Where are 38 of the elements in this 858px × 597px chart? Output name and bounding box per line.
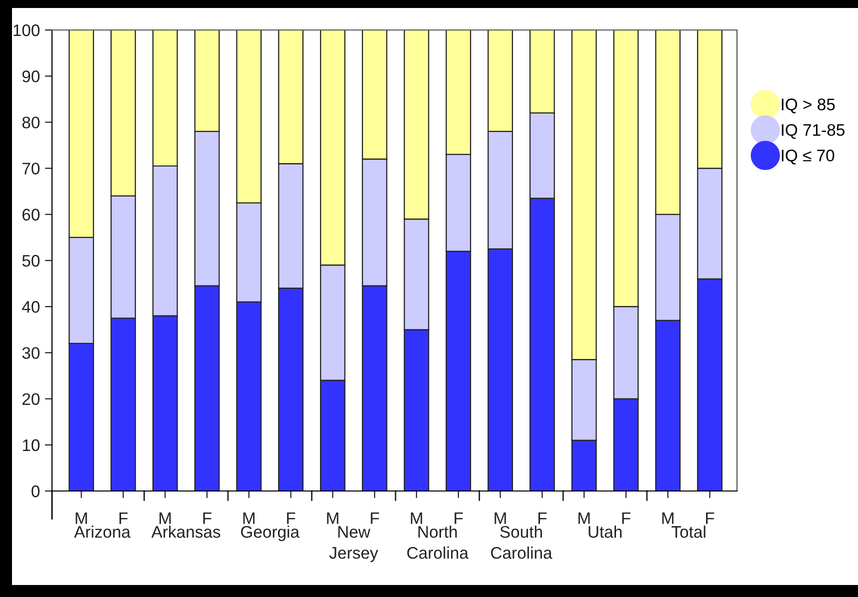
- y-tick-label: 30: [22, 347, 40, 359]
- y-tick-label: 0: [32, 485, 40, 498]
- legend-label: IQ 71-85: [782, 124, 844, 139]
- x-tick-label: F: [203, 512, 212, 524]
- y-tick-label: 50: [22, 254, 40, 267]
- text: Georgia: [241, 526, 300, 542]
- x-tick-label: F: [706, 512, 714, 524]
- legend-label: IQ ≤ 70: [782, 150, 834, 164]
- text: North Carolina: [407, 526, 468, 559]
- x-tick-label: M: [410, 512, 422, 524]
- text: Utah: [588, 526, 622, 538]
- x-tick-label: F: [454, 512, 463, 524]
- y-tick-label: 10: [22, 439, 40, 452]
- y-tick-label: 90: [22, 70, 40, 82]
- y-tick-label: 20: [22, 393, 40, 406]
- x-tick-label: M: [494, 512, 506, 524]
- x-tick-label: M: [578, 512, 590, 524]
- y-tick-label: 70: [22, 162, 40, 175]
- x-tick-label: F: [538, 512, 547, 524]
- text: New Jersey: [329, 526, 378, 562]
- y-tick-label: 60: [22, 208, 40, 221]
- text: South Carolina: [491, 526, 552, 559]
- x-tick-label: F: [120, 512, 128, 524]
- x-tick-label: M: [76, 512, 87, 524]
- legend-label: IQ > 85: [782, 98, 835, 114]
- x-tick-label: M: [243, 512, 254, 524]
- text: Total: [672, 526, 706, 538]
- y-tick-label: 40: [22, 301, 40, 313]
- x-tick-label: M: [662, 512, 674, 524]
- text: Arkansas: [151, 526, 220, 538]
- x-tick-label: M: [160, 512, 171, 524]
- text: Arizona: [74, 526, 131, 538]
- x-tick-label: M: [327, 512, 338, 524]
- x-tick-label: F: [370, 512, 380, 524]
- x-tick-label: F: [622, 512, 630, 524]
- y-tick-label: 100: [14, 24, 40, 36]
- y-tick-label: 80: [22, 116, 40, 128]
- x-tick-label: F: [287, 512, 296, 524]
